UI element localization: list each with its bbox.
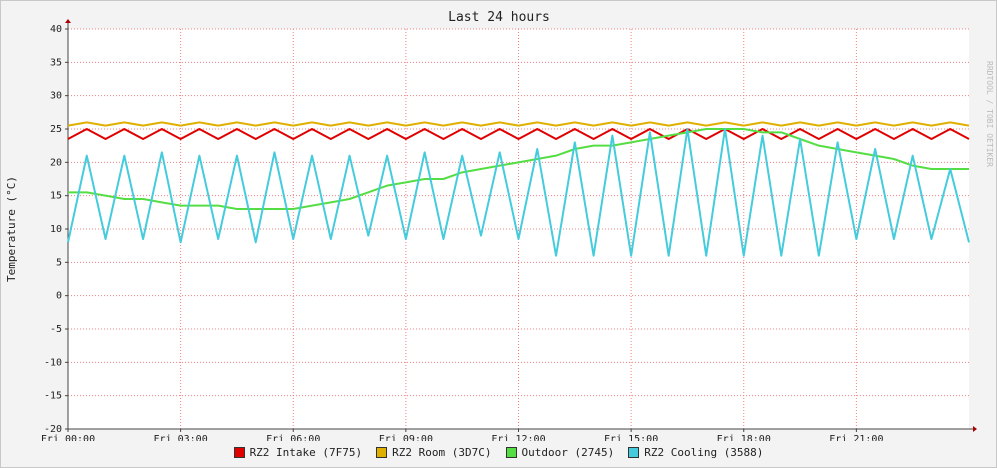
y-tick-label: 40 bbox=[50, 24, 62, 35]
x-tick-label: Fri 00:00 bbox=[41, 434, 95, 441]
legend-swatch bbox=[233, 447, 245, 458]
series-line bbox=[67, 128, 970, 257]
x-tick-label: Fri 18:00 bbox=[717, 434, 771, 441]
y-tick-label: -15 bbox=[44, 391, 62, 402]
y-tick-label: -10 bbox=[44, 357, 62, 368]
watermark: RRDTOOL / TOBI OETIKER bbox=[985, 61, 994, 167]
legend-item: Outdoor (2745) bbox=[505, 446, 615, 459]
x-tick-label: Fri 15:00 bbox=[604, 434, 658, 441]
x-tick-label: Fri 21:00 bbox=[829, 434, 883, 441]
legend-label: RZ2 Intake (7F75) bbox=[249, 446, 363, 459]
x-axis-arrow bbox=[973, 426, 977, 432]
legend-item: RZ2 Room (3D7C) bbox=[376, 446, 492, 459]
legend-label: Outdoor (2745) bbox=[521, 446, 615, 459]
x-tick-label: Fri 12:00 bbox=[491, 434, 545, 441]
y-tick-label: -20 bbox=[44, 424, 62, 435]
legend-swatch bbox=[376, 447, 388, 458]
legend-label: RZ2 Room (3D7C) bbox=[392, 446, 492, 459]
y-axis-label: Temperature (°C) bbox=[5, 176, 18, 282]
x-tick-label: Fri 06:00 bbox=[266, 434, 320, 441]
series-line bbox=[67, 128, 970, 140]
x-tick-label: Fri 03:00 bbox=[154, 434, 208, 441]
y-tick-label: 0 bbox=[56, 291, 62, 302]
y-tick-label: 15 bbox=[50, 191, 62, 202]
y-tick-label: 10 bbox=[50, 224, 62, 235]
x-tick-label: Fri 09:00 bbox=[379, 434, 433, 441]
chart-title: Last 24 hours bbox=[448, 10, 550, 25]
y-tick-label: 35 bbox=[50, 57, 62, 68]
series-line bbox=[68, 128, 969, 210]
y-tick-label: -5 bbox=[50, 324, 62, 335]
legend-swatch bbox=[628, 447, 640, 458]
plot: Last 24 hours Temperature (°C) RRDTOOL /… bbox=[5, 10, 994, 441]
legend-item: RZ2 Cooling (3588) bbox=[628, 446, 763, 459]
y-tick-label: 20 bbox=[50, 157, 62, 168]
y-tick-label: 25 bbox=[50, 124, 62, 135]
legend-label: RZ2 Cooling (3588) bbox=[644, 446, 764, 459]
y-tick-label: 5 bbox=[56, 257, 62, 268]
legend-item: RZ2 Intake (7F75) bbox=[233, 446, 363, 459]
y-tick-label: 30 bbox=[50, 91, 62, 102]
series-line bbox=[67, 121, 970, 127]
legend-swatch bbox=[505, 447, 517, 458]
y-axis-arrow bbox=[65, 19, 71, 23]
legend: RZ2 Intake (7F75) RZ2 Room (3D7C) Outdoor … bbox=[1, 446, 996, 459]
